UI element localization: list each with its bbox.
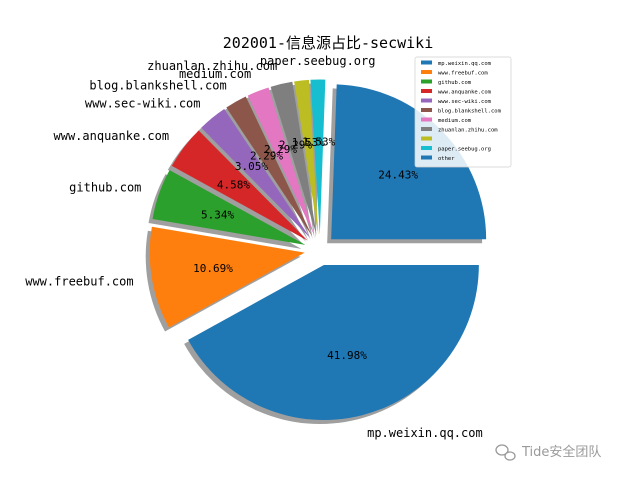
legend-swatch-github-com <box>421 79 432 84</box>
legend: mp.weixin.qq.com www.freebuf.com github.co… <box>414 56 512 168</box>
percent-label-blog-blankshell-com: 2.29% <box>250 150 283 163</box>
percent-label-mp-weixin-qq-com: 41.98% <box>327 349 367 362</box>
legend-swatch-medium-com <box>421 117 432 122</box>
percent-label-other: 24.43% <box>378 169 418 182</box>
pie-slice-www-freebuf-com <box>149 226 305 328</box>
pie-slice-github-com <box>152 170 306 245</box>
legend-label-blog-blankshell-com: blog.blankshell.com <box>438 108 502 114</box>
watermark-text: Tide安全团队 <box>521 444 601 460</box>
percent-label-medium-com: 2.29% <box>264 143 297 156</box>
legend-swatch-paper-seebug-org <box>421 146 432 150</box>
legend-label-www-freebuf-com: www.freebuf.com <box>438 70 488 76</box>
legend-label-www-anquanke-com: www.anquanke.com <box>438 89 492 95</box>
percent-label-www-freebuf-com: 10.69% <box>193 262 233 275</box>
legend-label-github-com: github.com <box>438 80 472 86</box>
pie-slice-other <box>331 84 487 240</box>
slice-label-blog-blankshell-com: blog.blankshell.com <box>89 79 226 93</box>
pie-slice-paper-seebug-org <box>310 79 326 235</box>
pie-slice-zhuanlan-zhihu-com <box>270 81 317 235</box>
legend-label-other: other <box>438 156 455 162</box>
legend-swatch-mp-weixin-qq-com <box>421 60 432 65</box>
slice-label-mp-weixin-qq-com: mp.weixin.qq.com <box>367 426 483 440</box>
legend-swatch-blog-blankshell-com <box>421 108 432 112</box>
legend-swatch-unlabeled <box>421 136 432 141</box>
slice-label-www-sec-wiki-com: www.sec-wiki.com <box>85 96 201 110</box>
percent-label-github-com: 5.34% <box>201 208 234 221</box>
legend-label-paper-seebug-org: paper.seebug.org <box>438 146 491 152</box>
legend-swatch-www-anquanke-com <box>421 89 432 93</box>
pie-slice-www-sec-wiki-com <box>201 109 311 238</box>
legend-label-mp-weixin-qq-com: mp.weixin.qq.com <box>438 61 492 67</box>
percent-label-www-sec-wiki-com: 3.05% <box>235 160 268 173</box>
slice-label-medium-com: medium.com <box>179 67 251 81</box>
slice-label-www-anquanke-com: www.anquanke.com <box>54 129 170 143</box>
pie-slice-www-anquanke-com <box>171 130 308 241</box>
pie-slice-mp-weixin-qq-com <box>188 265 479 421</box>
wechat-icon <box>495 444 516 461</box>
percent-label-paper-seebug-org: 1.53% <box>302 136 335 149</box>
percent-label-www-anquanke-com: 4.58% <box>217 179 250 192</box>
slice-label-github-com: github.com <box>69 181 141 195</box>
slice-label-www-freebuf-com: www.freebuf.com <box>25 275 133 289</box>
slice-label-paper-seebug-org: paper.seebug.org <box>260 54 376 68</box>
chart-title: 202001-信息源占比-secwiki <box>223 34 433 52</box>
pie-slice-blog-blankshell-com <box>226 96 313 237</box>
legend-box <box>414 56 512 168</box>
watermark: Tide安全团队 <box>495 444 601 461</box>
pie-slice-unlabeled <box>294 79 319 235</box>
legend-swatch-www-sec-wiki-com <box>421 98 432 103</box>
pie-slice-medium-com <box>247 87 315 236</box>
pie-slices <box>149 79 487 421</box>
percent-labels: 41.98%10.69%5.34%4.58%3.05%2.29%2.29%2.2… <box>193 136 418 363</box>
slice-labels: mp.weixin.qq.com www.freebuf.com github.co… <box>25 54 482 440</box>
percent-label-zhuanlan-zhihu-com: 2.29% <box>279 138 312 151</box>
percent-label-unlabeled: 1.53% <box>292 136 325 149</box>
legend-label-zhuanlan-zhihu-com: zhuanlan.zhihu.com <box>438 127 498 133</box>
legend-swatch-www-freebuf-com <box>421 70 432 74</box>
slice-label-zhuanlan-zhihu-com: zhuanlan.zhihu.com <box>147 59 277 73</box>
legend-swatch-other <box>421 155 432 160</box>
legend-label-medium-com: medium.com <box>438 118 472 124</box>
legend-label-www-sec-wiki-com: www.sec-wiki.com <box>438 99 492 105</box>
legend-swatch-zhuanlan-zhihu-com <box>421 127 432 131</box>
